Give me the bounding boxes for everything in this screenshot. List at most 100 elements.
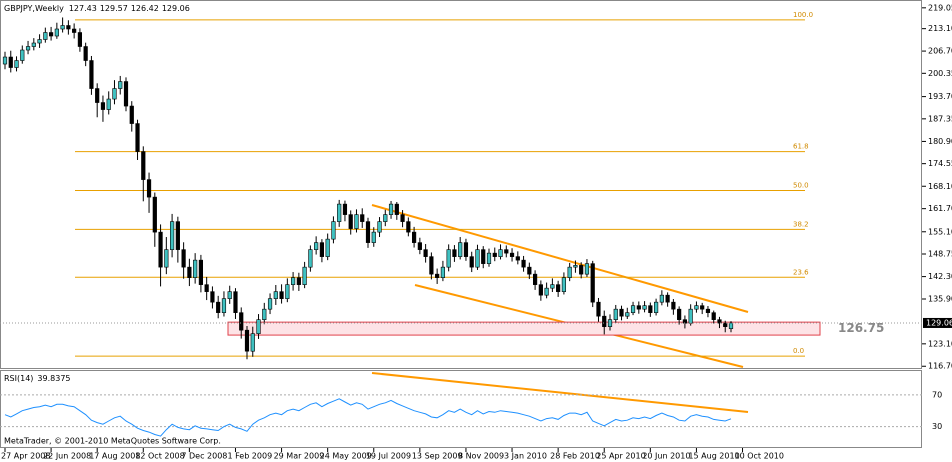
candle-body <box>8 56 13 68</box>
candle-body <box>584 263 590 275</box>
y-tick-label: 187.35 <box>928 114 952 123</box>
candle-body <box>342 203 348 215</box>
candle-body <box>394 203 399 215</box>
x-tick-label: 24 May 2009 <box>320 452 372 461</box>
candle-body <box>175 221 180 250</box>
price-box <box>923 317 952 328</box>
candle-body <box>198 259 204 285</box>
candle-body <box>221 298 227 313</box>
candle-body <box>550 284 555 289</box>
chart-header: GBPJPY,Weekly 127.43 129.57 126.42 129.06 <box>4 4 190 13</box>
candle-body <box>573 265 578 268</box>
candle-body <box>723 322 728 327</box>
candle-body <box>406 221 411 233</box>
fib-label: 50.0 <box>793 181 809 189</box>
candle-body <box>181 249 186 268</box>
candle-body <box>43 32 48 40</box>
candle-body <box>308 249 313 268</box>
y-tick-label: 148.75 <box>928 250 952 259</box>
candle-body <box>636 305 641 310</box>
close: 129.06 <box>162 4 190 13</box>
rsi-trendline <box>371 372 749 413</box>
candle-body <box>135 123 140 152</box>
candle-body <box>429 256 434 275</box>
x-tick-label: 25 Apr 2010 <box>596 452 645 461</box>
candle-body <box>481 249 486 264</box>
candle-body <box>227 291 232 299</box>
candle-body <box>100 102 106 110</box>
candle-body <box>66 25 71 30</box>
candle-body <box>106 98 111 110</box>
candle-body <box>377 221 382 233</box>
candle-body <box>233 291 238 313</box>
candle-body <box>400 214 405 222</box>
candle-body <box>187 266 192 278</box>
candle-body <box>717 319 722 324</box>
candle-body <box>411 231 417 243</box>
x-tick-label: 12 Oct 2008 <box>135 452 184 461</box>
candle-body <box>152 196 157 233</box>
candle-body <box>14 60 19 68</box>
candle-body <box>204 284 209 292</box>
candle-body <box>158 231 163 268</box>
y-tick-label: 193.70 <box>928 92 952 101</box>
fib-label: 100.0 <box>793 11 813 19</box>
x-tick-label: 7 Dec 2008 <box>181 452 227 461</box>
candle-body <box>325 238 330 257</box>
candle-body <box>118 81 123 89</box>
zone-label: 126.75 <box>838 321 884 335</box>
candle-body <box>625 312 630 317</box>
candle-body <box>239 312 244 331</box>
candle-body <box>435 273 440 278</box>
x-tick-label: 17 Aug 2008 <box>89 452 140 461</box>
candle-body <box>417 242 422 250</box>
candle-body <box>700 305 705 310</box>
candle-body <box>193 259 198 278</box>
x-tick-label: 27 Apr 2008 <box>1 452 50 461</box>
candle-body <box>25 46 31 51</box>
candle-body <box>365 221 371 243</box>
candle-body <box>423 249 428 257</box>
candle-body <box>579 265 584 275</box>
candle-body <box>446 249 451 268</box>
y-tick-label: 123.10 <box>928 339 952 348</box>
candle-body <box>250 333 255 352</box>
candle-body <box>665 294 670 303</box>
x-tick-label: 8 Nov 2009 <box>458 452 504 461</box>
candle-body <box>728 322 734 329</box>
candle-body <box>671 301 676 310</box>
candle-body <box>602 315 607 327</box>
candle-body <box>77 32 83 47</box>
x-tick-label: 20 Jun 2010 <box>642 452 690 461</box>
candle-body <box>354 214 359 229</box>
y-tick-label: 155.10 <box>928 227 952 236</box>
low: 126.42 <box>131 4 159 13</box>
fib-label: 0.0 <box>793 347 804 355</box>
candle-body <box>123 81 129 107</box>
candle-body <box>279 291 284 299</box>
y-tick-label: 213.10 <box>928 24 952 33</box>
candle-body <box>267 298 273 310</box>
open: 127.43 <box>69 4 97 13</box>
candle-body <box>561 277 567 292</box>
candle-body <box>383 214 388 222</box>
candle-body <box>2 56 8 65</box>
candle-body <box>492 252 497 257</box>
candle-body <box>216 301 221 313</box>
candle-body <box>659 294 664 303</box>
x-tick-label: 19 Jul 2009 <box>366 452 411 461</box>
x-tick-label: 15 Aug 2010 <box>688 452 739 461</box>
price-panel <box>0 0 922 369</box>
candle-body <box>452 249 457 257</box>
candle-body <box>527 266 532 275</box>
y-tick-label: 142.30 <box>928 272 952 281</box>
channel-upper <box>371 204 749 313</box>
y-tick-label: 174.55 <box>928 159 952 168</box>
rsi-tick-label: 70 <box>932 390 942 399</box>
rsi-tick-label: 30 <box>932 422 942 431</box>
x-tick-label: 1 Feb 2009 <box>227 452 272 461</box>
candle-body <box>37 39 42 44</box>
candle-body <box>440 266 446 278</box>
candle-body <box>705 308 711 313</box>
candle-body <box>486 252 492 264</box>
